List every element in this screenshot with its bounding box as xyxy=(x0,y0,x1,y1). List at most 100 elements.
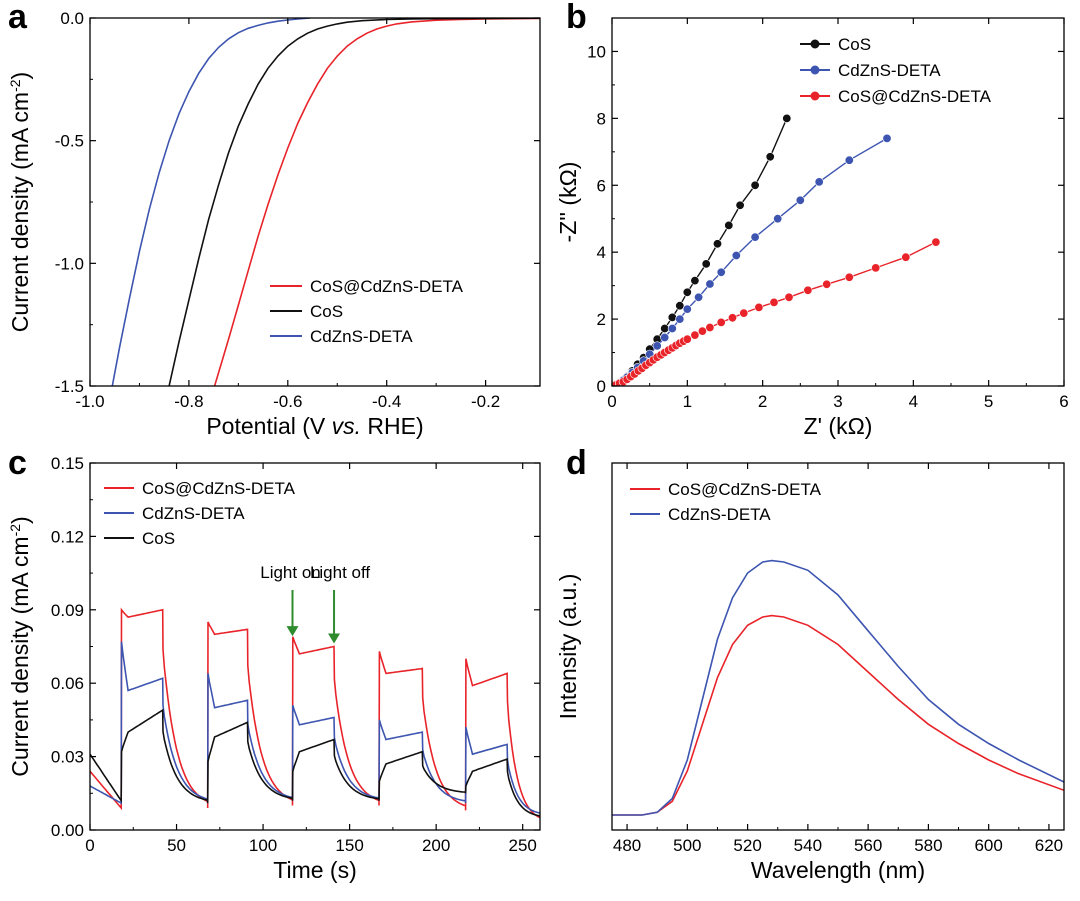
data-point xyxy=(844,272,854,282)
annotation-label: Light off xyxy=(310,563,370,582)
x-tick-label: -0.8 xyxy=(174,392,203,411)
y-tick-label: 2 xyxy=(597,310,606,329)
data-point xyxy=(750,232,760,242)
data-point xyxy=(682,304,692,314)
series-line xyxy=(90,708,540,817)
x-tick-label: -0.6 xyxy=(273,392,302,411)
x-tick-label: 6 xyxy=(1059,392,1068,411)
data-point xyxy=(716,317,726,327)
x-axis-label: Z' (kΩ) xyxy=(804,413,873,439)
data-point xyxy=(667,323,677,333)
data-point xyxy=(705,322,715,332)
x-tick-label: 540 xyxy=(794,836,822,855)
data-point xyxy=(724,220,734,230)
x-tick-label: 0 xyxy=(85,836,94,855)
data-point xyxy=(660,323,670,333)
data-point xyxy=(701,259,711,269)
panel-letter: c xyxy=(8,444,27,482)
data-point xyxy=(716,267,726,277)
x-tick-label: 580 xyxy=(914,836,942,855)
data-point xyxy=(803,285,813,295)
data-point xyxy=(795,195,805,205)
y-axis-label: Intensity (a.u.) xyxy=(555,574,581,720)
y-tick-label: -0.5 xyxy=(55,132,84,151)
x-tick-label: 600 xyxy=(974,836,1002,855)
y-tick-label: 0.00 xyxy=(51,821,84,840)
data-point xyxy=(675,301,685,311)
data-point xyxy=(682,334,692,344)
y-tick-label: 8 xyxy=(597,109,606,128)
x-tick-label: 560 xyxy=(854,836,882,855)
series-line xyxy=(615,118,788,385)
legend-marker xyxy=(810,91,820,101)
x-tick-label: 5 xyxy=(984,392,993,411)
series-line xyxy=(111,18,311,386)
data-point xyxy=(871,263,881,273)
x-tick-label: -0.2 xyxy=(471,392,500,411)
x-tick-label: 150 xyxy=(335,836,363,855)
legend-label: CoS@CdZnS-DETA xyxy=(838,87,992,106)
annotation-arrowhead xyxy=(286,626,299,637)
x-tick-label: 520 xyxy=(733,836,761,855)
legend-marker xyxy=(810,65,820,75)
data-point xyxy=(814,177,824,187)
data-point xyxy=(901,252,911,262)
x-axis-label: Wavelength (nm) xyxy=(751,857,925,883)
panel-letter: b xyxy=(566,0,587,36)
x-tick-label: 100 xyxy=(249,836,277,855)
data-point xyxy=(667,312,677,322)
y-tick-label: 0.12 xyxy=(51,527,84,546)
x-tick-label: -0.4 xyxy=(372,392,401,411)
series-line xyxy=(612,614,1064,816)
y-tick-label: 0.03 xyxy=(51,748,84,767)
data-point xyxy=(682,287,692,297)
legend-label: CoS@CdZnS-DETA xyxy=(310,277,464,296)
x-axis-label: Time (s) xyxy=(273,857,356,883)
legend-label: CdZnS-DETA xyxy=(838,61,941,80)
legend-label: CoS xyxy=(310,302,343,321)
panel-letter: d xyxy=(566,444,587,482)
legend-label: CdZnS-DETA xyxy=(668,505,771,524)
panel-letter: a xyxy=(8,0,28,36)
data-point xyxy=(782,113,792,123)
data-point xyxy=(652,341,662,351)
y-axis-label: -Z'' (kΩ) xyxy=(555,162,581,243)
panel-d: d 480 500 520 540 560 580 600 620 Wavelength (nm)… xyxy=(555,444,1065,883)
data-point xyxy=(735,200,745,210)
series-line xyxy=(90,607,540,819)
data-point xyxy=(784,292,794,302)
data-point xyxy=(882,133,892,143)
x-tick-label: 50 xyxy=(167,836,186,855)
legend-label: CdZnS-DETA xyxy=(310,327,413,346)
data-point xyxy=(690,276,700,286)
y-tick-label: -1.5 xyxy=(55,377,84,396)
data-point xyxy=(765,152,775,162)
data-point xyxy=(697,326,707,336)
annotation-label: Light on xyxy=(260,563,321,582)
data-point xyxy=(769,297,779,307)
data-point xyxy=(822,279,832,289)
x-tick-label: 3 xyxy=(833,392,842,411)
series-line xyxy=(90,641,540,814)
data-point xyxy=(931,237,941,247)
y-tick-label: 0.06 xyxy=(51,674,84,693)
legend-label: CoS xyxy=(142,529,175,548)
panel-c: c 0 50 100 150 200 250 0.00 0.03 0.06 0.09 0.12 0.15… xyxy=(7,444,541,883)
y-tick-label: 10 xyxy=(587,42,606,61)
data-point xyxy=(739,308,749,318)
series-line xyxy=(612,559,1064,816)
x-tick-label: 0 xyxy=(607,392,616,411)
x-tick-label: 2 xyxy=(758,392,767,411)
data-point xyxy=(694,292,704,302)
x-tick-label: 4 xyxy=(909,392,918,411)
y-tick-label: -1.0 xyxy=(55,254,84,273)
x-tick-label: 620 xyxy=(1035,836,1063,855)
x-tick-label: 480 xyxy=(613,836,641,855)
legend-label: CoS xyxy=(838,35,871,54)
y-tick-label: 0.0 xyxy=(60,9,84,28)
data-point xyxy=(712,239,722,249)
data-point xyxy=(705,279,715,289)
y-tick-label: 6 xyxy=(597,176,606,195)
x-tick-label: -1.0 xyxy=(75,392,104,411)
legend-label: CoS@CdZnS-DETA xyxy=(142,479,296,498)
